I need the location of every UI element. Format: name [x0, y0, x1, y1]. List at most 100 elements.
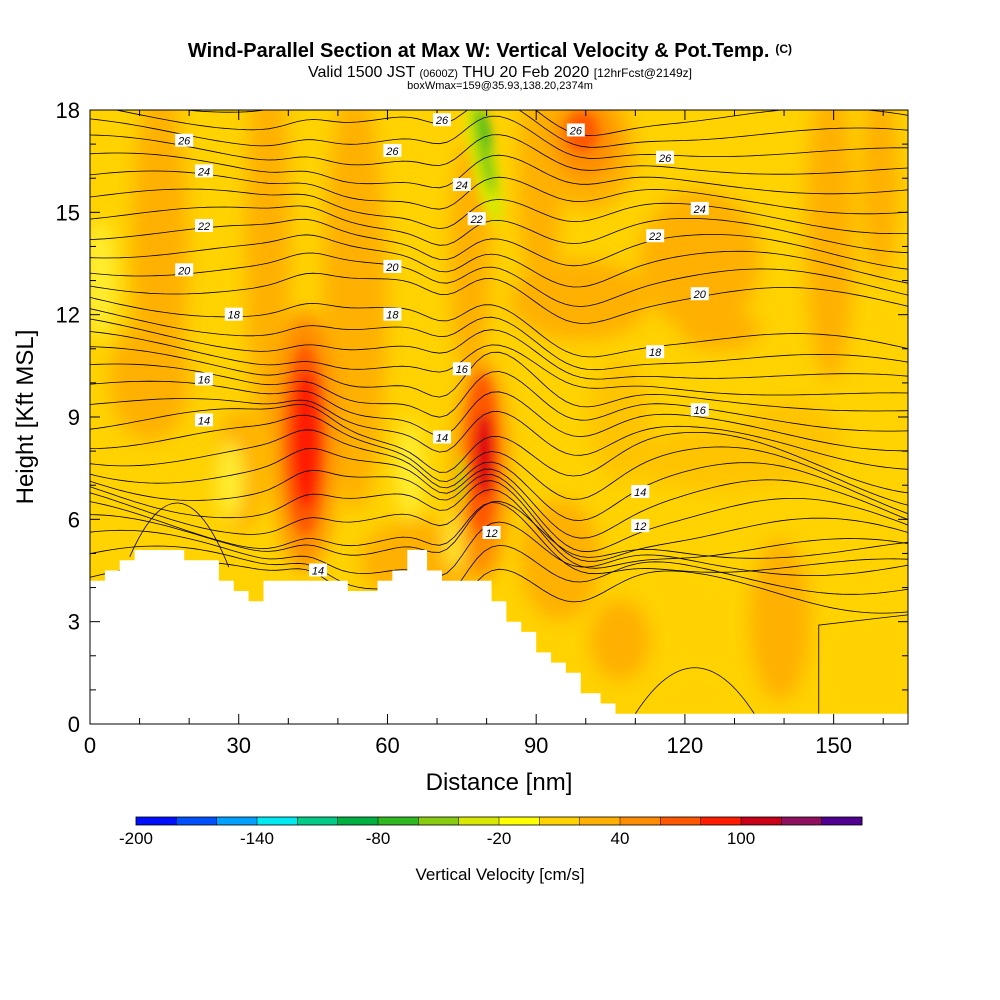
colorbar-bin: [499, 817, 540, 825]
svg-text:16: 16: [198, 374, 211, 386]
y-tick-label: 9: [68, 405, 80, 430]
contour-label: 18: [646, 345, 665, 359]
velocity-cell: [246, 110, 290, 440]
chart-subtitle: Valid 1500 JST (0600Z) THU 20 Feb 2020 […: [308, 64, 692, 81]
y-tick-label: 0: [68, 712, 80, 737]
velocity-cell: [450, 140, 490, 380]
svg-text:14: 14: [634, 487, 646, 499]
theta-contour-line: [90, 469, 908, 553]
velocity-cell: [740, 400, 840, 480]
colorbar-bin: [781, 817, 823, 825]
colorbar-bin: [741, 817, 782, 825]
colorbar-bin: [620, 817, 661, 825]
x-tick-label: 30: [226, 733, 250, 758]
colorbar-bin: [176, 817, 218, 825]
contour-label: 12: [482, 525, 501, 540]
theta-contour-line: [90, 272, 908, 324]
svg-text:16: 16: [456, 364, 469, 376]
svg-text:22: 22: [470, 214, 483, 226]
theta-contour-line: [181, 110, 908, 136]
svg-text:22: 22: [648, 231, 661, 243]
contour-label: 26: [656, 150, 675, 165]
velocity-cell: [216, 440, 244, 520]
theta-contour-line: [90, 501, 908, 575]
svg-text:20: 20: [693, 289, 707, 301]
velocity-cell: [806, 110, 854, 380]
theta-contour-line: [90, 346, 908, 412]
x-tick-label: 60: [375, 733, 399, 758]
colorbar-bin: [458, 817, 500, 825]
velocity-cell: [640, 190, 760, 330]
svg-text:14: 14: [436, 432, 448, 444]
theta-contour-line: [90, 308, 908, 371]
contour-label: 12: [631, 519, 650, 533]
svg-text:24: 24: [455, 180, 468, 192]
colorbar-bin: [821, 817, 863, 825]
contour-label: 22: [195, 218, 214, 233]
svg-text:26: 26: [658, 153, 672, 165]
contour-label: 24: [452, 178, 471, 192]
y-tick-label: 3: [68, 610, 80, 635]
contour-label: 16: [452, 362, 471, 376]
chart-title: Wind-Parallel Section at Max W: Vertical…: [188, 40, 792, 62]
velocity-cell: [680, 310, 760, 350]
theta-contour-line: [90, 218, 908, 270]
svg-text:20: 20: [385, 262, 399, 274]
velocity-cell: [862, 110, 898, 280]
colorbar-tick-label: -80: [366, 829, 391, 848]
downdraft-core: [479, 110, 493, 152]
svg-text:22: 22: [197, 221, 210, 233]
theta-contour-line: [90, 414, 908, 506]
colorbar-bin: [700, 817, 742, 825]
updraft-2-core: [475, 413, 493, 497]
colorbar-bin: [539, 817, 581, 825]
theta-contours: [90, 110, 908, 714]
theta-contour-line: [90, 318, 908, 380]
y-tick-label: 15: [56, 200, 80, 225]
colorbar-bin: [136, 817, 177, 825]
contour-label: 14: [309, 563, 328, 578]
contour-label: 22: [646, 229, 665, 243]
theta-contour-line: [90, 380, 908, 452]
downdraft-mid: [472, 110, 496, 195]
colorbar-bin: [378, 817, 419, 825]
theta-contour-line: [90, 134, 908, 175]
theta-contour-line: [90, 488, 908, 569]
theta-contour-line: [818, 614, 908, 714]
theta-contour-line: [113, 110, 908, 148]
y-tick-label: 12: [56, 303, 80, 328]
x-axis-label: Distance [nm]: [426, 769, 573, 796]
contour-label: 24: [690, 201, 709, 216]
x-tick-label: 90: [524, 733, 548, 758]
theta-contour-line: [90, 188, 908, 234]
theta-contour-line: [90, 363, 908, 432]
velocity-cell: [396, 420, 424, 520]
colorbar-tick-label: -20: [487, 829, 512, 848]
terrain-mask: [90, 550, 908, 724]
svg-text:26: 26: [569, 125, 583, 137]
colorbar-label: Vertical Velocity [cm/s]: [415, 865, 584, 884]
theta-contour-line: [90, 170, 908, 215]
contour-labels: 26 26 26 26 26 24 24 24 22 22 22 20 20 20 18 18 18 16 16 16…: [175, 113, 709, 578]
contour-label: 26: [566, 123, 585, 137]
plot-area: [90, 110, 908, 724]
velocity-cell: [590, 360, 650, 480]
x-tick-label: 0: [84, 733, 96, 758]
svg-text:12: 12: [634, 521, 646, 533]
contour-label: 20: [690, 287, 709, 301]
theta-contour-line: [90, 234, 908, 288]
svg-text:12: 12: [485, 528, 497, 540]
velocity-cell: [110, 320, 190, 440]
svg-text:14: 14: [312, 566, 324, 578]
chart-box-note: boxWmax=159@35.93,138.20,2374m: [407, 80, 593, 92]
theta-contour-line: [90, 205, 908, 254]
x-tick-label: 150: [815, 733, 852, 758]
colorbar-bin: [418, 817, 460, 825]
theta-contour-line: [90, 331, 908, 396]
contour-label: 14: [195, 413, 214, 427]
contour-label: 26: [432, 113, 451, 127]
svg-text:20: 20: [177, 265, 191, 277]
contour-label: 26: [175, 133, 194, 148]
theta-contour-line: [90, 447, 908, 539]
